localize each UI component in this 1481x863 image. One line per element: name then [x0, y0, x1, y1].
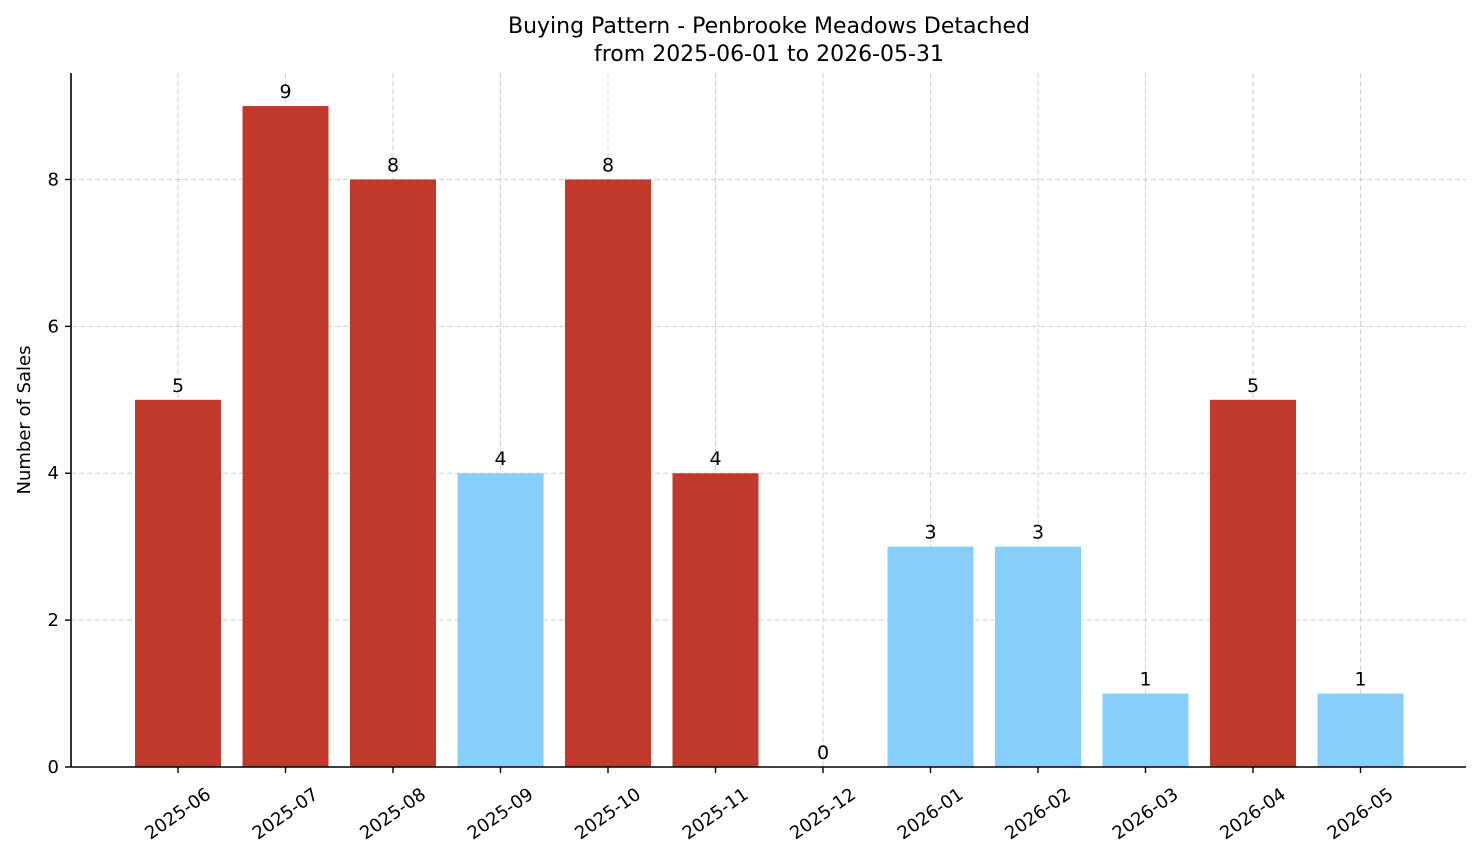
x-tick-label: 2026-05 — [1324, 784, 1398, 844]
data-label: 1 — [1139, 669, 1151, 691]
x-tick-label: 2025-07 — [249, 784, 323, 844]
bars — [135, 106, 1404, 768]
y-tick-labels: 0 2 4 6 8 — [48, 169, 71, 778]
bar — [350, 179, 436, 768]
bar — [672, 473, 759, 767]
data-label: 5 — [1247, 375, 1259, 397]
data-label: 8 — [387, 154, 399, 176]
data-label: 1 — [1354, 669, 1366, 691]
x-tick-label: 2025-11 — [679, 784, 753, 844]
x-tick-label: 2025-12 — [786, 784, 860, 844]
x-tick-label: 2026-03 — [1109, 784, 1183, 844]
x-tick-label: 2026-02 — [1001, 784, 1075, 844]
x-tick-label: 2025-08 — [356, 784, 430, 844]
data-labels: 5 9 8 4 8 4 0 3 3 1 5 1 — [172, 81, 1367, 764]
bar — [1317, 693, 1404, 767]
x-tick-label: 2025-10 — [571, 784, 645, 844]
data-label: 3 — [924, 522, 936, 544]
bar — [242, 106, 329, 768]
data-label: 8 — [602, 154, 614, 176]
data-label: 4 — [494, 448, 506, 470]
data-label: 9 — [279, 81, 291, 103]
x-tick-label: 2025-06 — [141, 784, 215, 844]
data-label: 3 — [1032, 522, 1044, 544]
y-tick-label: 6 — [48, 316, 59, 337]
data-label: 0 — [817, 742, 829, 764]
y-tick-label: 4 — [48, 463, 59, 484]
bar — [887, 546, 974, 767]
data-label: 4 — [709, 448, 721, 470]
y-tick-label: 8 — [48, 169, 59, 190]
chart-title: Buying Pattern - Penbrooke Meadows Detac… — [508, 14, 1030, 39]
bar — [995, 546, 1081, 767]
x-tick-label: 2025-09 — [464, 784, 538, 844]
bar — [135, 399, 221, 767]
axes — [70, 73, 1466, 768]
x-tick-label: 2026-01 — [894, 784, 968, 844]
x-tick-labels: 2025-06 2025-07 2025-08 2025-09 2025-10 2025-… — [141, 767, 1397, 844]
y-tick-label: 0 — [48, 757, 59, 778]
bar — [1210, 399, 1296, 767]
bar — [1102, 693, 1189, 767]
chart-subtitle: from 2025-06-01 to 2026-05-31 — [594, 42, 944, 67]
x-tick-label: 2026-04 — [1216, 784, 1290, 844]
y-tick-label: 2 — [48, 610, 59, 631]
y-axis-label: Number of Sales — [14, 345, 35, 494]
bar — [457, 473, 544, 767]
data-label: 5 — [172, 375, 184, 397]
bar — [565, 179, 651, 768]
